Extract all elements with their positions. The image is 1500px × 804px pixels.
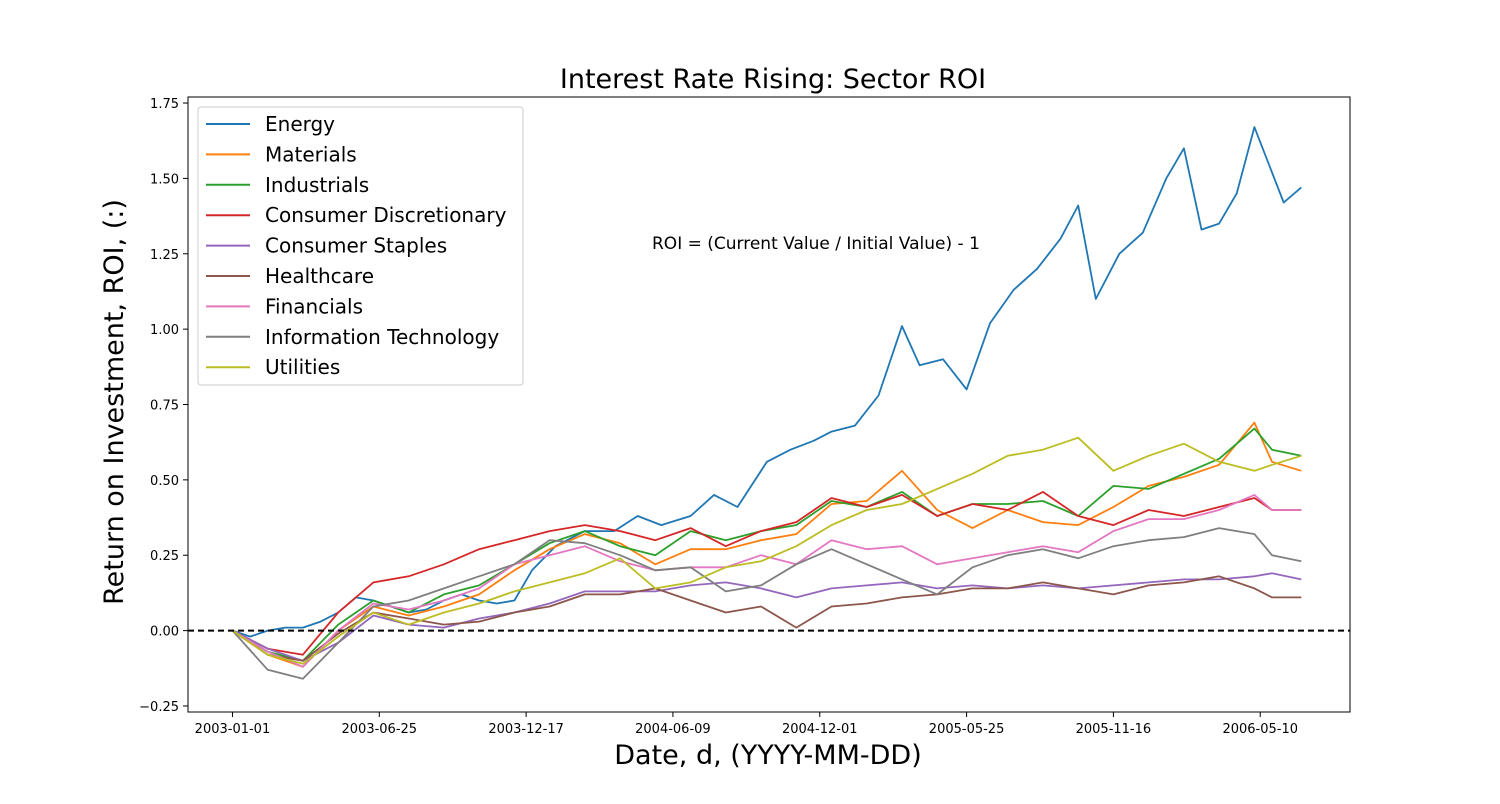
legend-label: Consumer Discretionary	[265, 203, 507, 227]
y-axis-title: Return on Investment, ROI, (:)	[99, 199, 130, 605]
x-tick-label: 2005-11-16	[1076, 722, 1152, 737]
y-tick-label: 1.75	[150, 97, 179, 112]
series-layer	[231, 126, 1302, 680]
legend-label: Consumer Staples	[265, 234, 447, 258]
legend-label: Information Technology	[265, 325, 499, 349]
y-tick-label: 1.25	[150, 248, 179, 263]
roi-annotation: ROI = (Current Value / Initial Value) - …	[652, 234, 980, 254]
legend-label: Financials	[265, 294, 363, 318]
series-line-financials	[232, 494, 1302, 668]
x-axis-title: Date, d, (YYYY-MM-DD)	[614, 740, 922, 771]
x-tick-label: 2003-06-25	[342, 722, 418, 737]
x-tick-label: 2003-12-17	[488, 722, 564, 737]
series-line-consumer-discretionary	[232, 491, 1302, 656]
y-tick-label: 0.50	[150, 474, 179, 489]
legend-label: Utilities	[265, 355, 340, 379]
y-axis: −0.25 0.00 0.25 0.50 0.75 1.00 1.25 1.50 1.75	[139, 97, 188, 715]
y-tick-label: −0.25	[139, 700, 179, 715]
y-tick-label: 0.75	[150, 399, 179, 414]
y-tick-label: 0.25	[150, 549, 179, 564]
x-tick-label: 2003-01-01	[195, 722, 271, 737]
y-tick-label: 1.00	[150, 323, 179, 338]
series-line-industrials	[232, 427, 1302, 662]
y-tick-label: 0.00	[150, 625, 179, 640]
x-tick-label: 2004-12-01	[782, 722, 858, 737]
x-axis: 2003-01-01 2003-06-25 2003-12-17 2004-06-09…	[195, 712, 1298, 737]
legend-label: Materials	[265, 142, 357, 166]
legend: Energy Materials Industrials Consumer Discr…	[197, 106, 524, 386]
series-line-healthcare	[231, 575, 1302, 662]
legend-label: Energy	[265, 112, 335, 136]
chart-title: Interest Rate Rising: Sector ROI	[560, 64, 986, 95]
series-line-information-technology	[231, 527, 1302, 680]
legend-label: Healthcare	[265, 264, 374, 288]
series-line-consumer-staples	[232, 572, 1302, 662]
series-line-utilities	[231, 436, 1302, 665]
x-tick-label: 2005-05-25	[929, 722, 1005, 737]
series-line-materials	[231, 421, 1302, 668]
legend-label: Industrials	[265, 173, 369, 197]
x-tick-label: 2004-06-09	[635, 722, 711, 737]
y-tick-label: 1.50	[150, 172, 179, 187]
x-tick-label: 2006-05-10	[1222, 722, 1298, 737]
